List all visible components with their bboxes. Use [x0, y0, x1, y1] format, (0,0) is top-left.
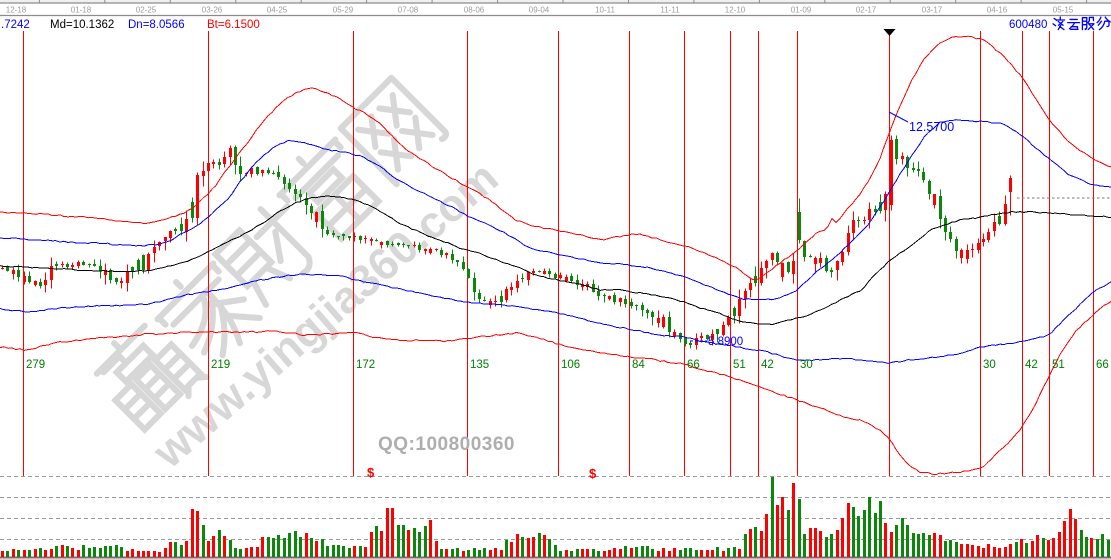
- svg-text:10-11: 10-11: [595, 6, 615, 15]
- svg-text:08-06: 08-06: [464, 6, 485, 15]
- svg-text:04-16: 04-16: [987, 6, 1008, 15]
- svg-text:66: 66: [1096, 359, 1109, 371]
- svg-text:05-15: 05-15: [1053, 6, 1074, 15]
- svg-text:$: $: [589, 466, 597, 481]
- svg-text:12-18: 12-18: [6, 6, 27, 15]
- svg-text:Dn=8.0566: Dn=8.0566: [128, 19, 185, 31]
- svg-text:5.8900: 5.8900: [708, 336, 743, 348]
- svg-text:$: $: [367, 465, 375, 480]
- svg-text:01-09: 01-09: [791, 6, 812, 15]
- svg-text:02-25: 02-25: [136, 6, 157, 15]
- svg-text:279: 279: [26, 359, 45, 371]
- svg-text:51: 51: [1052, 359, 1065, 371]
- svg-text:04-25: 04-25: [267, 6, 288, 15]
- svg-text:11-11: 11-11: [660, 6, 680, 15]
- svg-text:09-04: 09-04: [529, 6, 550, 15]
- svg-text:42: 42: [761, 359, 774, 371]
- svg-text:Md=10.1362: Md=10.1362: [50, 19, 114, 31]
- svg-text:219: 219: [211, 359, 230, 371]
- svg-text:30: 30: [983, 359, 996, 371]
- svg-text:02-17: 02-17: [856, 6, 877, 15]
- svg-text:172: 172: [356, 359, 375, 371]
- svg-text:42: 42: [1025, 359, 1038, 371]
- svg-text:12-10: 12-10: [725, 6, 746, 15]
- svg-text:106: 106: [561, 359, 580, 371]
- svg-text:07-08: 07-08: [398, 6, 419, 15]
- svg-text:03-17: 03-17: [922, 6, 943, 15]
- svg-text:66: 66: [687, 359, 700, 371]
- svg-text:12.5700: 12.5700: [909, 120, 954, 134]
- svg-text:Bt=6.1500: Bt=6.1500: [207, 19, 260, 31]
- svg-text:600480: 600480: [1009, 19, 1047, 31]
- svg-text:01-18: 01-18: [71, 6, 92, 15]
- svg-text:135: 135: [470, 359, 489, 371]
- svg-text:51: 51: [733, 359, 746, 371]
- svg-text:05-29: 05-29: [333, 6, 354, 15]
- svg-text:.7242: .7242: [1, 19, 30, 31]
- svg-text:84: 84: [632, 359, 645, 371]
- svg-text:QQ:100800360: QQ:100800360: [378, 434, 515, 455]
- svg-text:30: 30: [800, 359, 813, 371]
- svg-text:03-26: 03-26: [202, 6, 223, 15]
